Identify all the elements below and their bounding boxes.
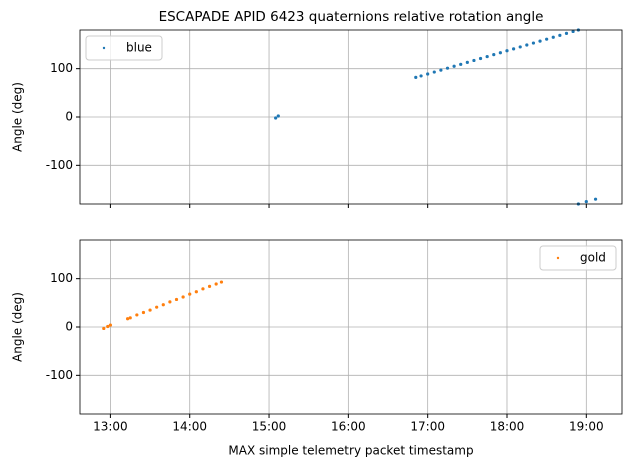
data-point bbox=[106, 324, 110, 329]
data-point bbox=[492, 53, 496, 57]
data-point bbox=[188, 292, 192, 296]
data-point bbox=[276, 114, 280, 118]
y-tick-label: 100 bbox=[50, 271, 73, 285]
x-tick-label: 13:00 bbox=[93, 420, 128, 434]
data-point bbox=[545, 37, 549, 41]
x-tick-label: 17:00 bbox=[410, 420, 445, 434]
y-axis-label: Angle (deg) bbox=[11, 82, 25, 152]
data-point bbox=[201, 287, 205, 291]
data-point bbox=[472, 58, 476, 63]
legend-marker bbox=[556, 256, 560, 260]
data-point bbox=[214, 282, 218, 286]
x-tick-label: 15:00 bbox=[252, 420, 287, 434]
data-point bbox=[102, 326, 106, 331]
data-point bbox=[161, 303, 165, 307]
data-point bbox=[426, 72, 430, 76]
data-point bbox=[432, 70, 436, 74]
x-axis-label: MAX simple telemetry packet timestamp bbox=[228, 444, 473, 458]
data-point bbox=[445, 66, 450, 70]
data-point bbox=[593, 197, 598, 201]
data-point bbox=[485, 54, 489, 59]
data-point bbox=[148, 308, 152, 312]
data-point bbox=[551, 35, 555, 39]
data-point bbox=[181, 295, 185, 299]
data-point bbox=[155, 305, 159, 309]
data-point bbox=[459, 62, 463, 66]
axes-frame bbox=[79, 29, 623, 205]
data-point bbox=[505, 49, 509, 53]
y-tick-label: -100 bbox=[46, 368, 73, 382]
x-tick-label: 19:00 bbox=[569, 420, 604, 434]
data-point bbox=[511, 47, 516, 51]
data-point bbox=[128, 316, 132, 320]
y-tick-label: -100 bbox=[46, 158, 73, 172]
legend-box bbox=[539, 245, 617, 271]
data-point bbox=[414, 75, 418, 79]
data-point bbox=[108, 323, 113, 327]
data-point bbox=[538, 39, 542, 43]
y-tick-label: 0 bbox=[65, 320, 73, 334]
data-point bbox=[439, 68, 443, 72]
data-point bbox=[571, 29, 575, 34]
data-point bbox=[174, 297, 179, 302]
y-axis-label: Angle (deg) bbox=[11, 292, 25, 362]
data-point bbox=[141, 310, 146, 315]
data-point bbox=[525, 43, 529, 47]
y-tick-label: 100 bbox=[50, 61, 73, 75]
data-point bbox=[168, 300, 172, 304]
y-tick-label: 0 bbox=[65, 110, 73, 124]
data-point bbox=[518, 45, 522, 49]
data-point bbox=[478, 56, 483, 61]
x-tick-label: 18:00 bbox=[490, 420, 525, 434]
data-point bbox=[274, 116, 278, 120]
legend-box bbox=[85, 35, 163, 61]
data-point bbox=[194, 290, 198, 294]
data-point bbox=[125, 317, 130, 321]
data-point bbox=[531, 41, 536, 45]
legend-marker bbox=[102, 46, 106, 50]
data-point bbox=[584, 199, 588, 204]
chart-title: ESCAPADE APID 6423 quaternions relative … bbox=[159, 9, 544, 25]
data-point bbox=[135, 313, 139, 317]
data-point bbox=[207, 284, 212, 288]
data-point bbox=[219, 280, 224, 284]
legend-label: gold bbox=[580, 251, 606, 265]
data-point bbox=[564, 31, 569, 35]
data-point bbox=[498, 51, 502, 55]
axes-frame bbox=[79, 239, 623, 415]
data-point bbox=[452, 64, 456, 68]
data-point bbox=[558, 33, 562, 37]
x-tick-label: 14:00 bbox=[172, 420, 207, 434]
data-point bbox=[419, 74, 423, 78]
data-point bbox=[465, 60, 469, 64]
legend-label: blue bbox=[126, 41, 152, 55]
x-tick-label: 16:00 bbox=[331, 420, 366, 434]
